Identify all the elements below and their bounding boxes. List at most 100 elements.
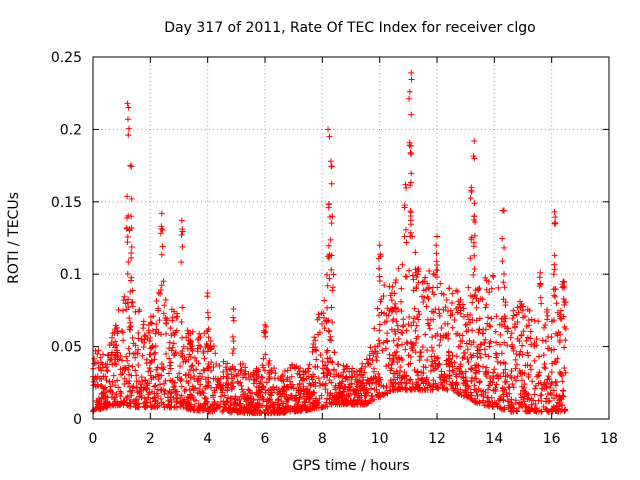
- data-point: [383, 382, 390, 389]
- data-point: [124, 239, 131, 246]
- data-point: [393, 277, 400, 284]
- data-point: [324, 282, 331, 289]
- data-point: [104, 352, 111, 359]
- data-point: [528, 341, 535, 348]
- data-point: [296, 380, 303, 387]
- data-point: [497, 331, 504, 338]
- data-point: [434, 354, 441, 361]
- data-point: [510, 312, 517, 319]
- data-point: [287, 392, 294, 399]
- data-point: [151, 383, 158, 390]
- data-point: [273, 384, 280, 391]
- data-point: [179, 243, 186, 250]
- data-point: [121, 397, 128, 404]
- data-point: [471, 200, 478, 207]
- data-point: [349, 373, 356, 380]
- data-point: [103, 367, 110, 374]
- data-point: [168, 347, 175, 354]
- data-point: [124, 100, 131, 107]
- data-point: [557, 313, 564, 320]
- data-point: [483, 372, 490, 379]
- data-point: [199, 373, 206, 380]
- data-point: [325, 327, 332, 334]
- data-point: [424, 280, 431, 287]
- data-point: [358, 396, 365, 403]
- data-point: [328, 266, 335, 273]
- data-point: [428, 344, 435, 351]
- data-point: [194, 345, 201, 352]
- data-point: [342, 397, 349, 404]
- data-point: [501, 378, 508, 385]
- data-point: [428, 353, 435, 360]
- data-point: [372, 348, 379, 355]
- data-point: [477, 341, 484, 348]
- data-point: [423, 303, 430, 310]
- data-point: [310, 404, 317, 411]
- data-point: [288, 373, 295, 380]
- data-point: [144, 384, 151, 391]
- data-point: [562, 369, 569, 376]
- data-point: [210, 342, 217, 349]
- data-point: [453, 331, 460, 338]
- data-point: [483, 364, 490, 371]
- data-point: [328, 252, 335, 259]
- data-point: [409, 233, 416, 240]
- data-point: [319, 358, 326, 365]
- data-point: [123, 353, 130, 360]
- data-point: [271, 408, 278, 415]
- data-point: [403, 386, 410, 393]
- data-point: [294, 401, 301, 408]
- data-point: [326, 395, 333, 402]
- data-point: [406, 313, 413, 320]
- data-point: [292, 397, 299, 404]
- data-point: [286, 378, 293, 385]
- data-point: [187, 395, 194, 402]
- data-point: [429, 347, 436, 354]
- data-point: [476, 346, 483, 353]
- data-point: [376, 378, 383, 385]
- data-point: [340, 369, 347, 376]
- data-point: [472, 399, 479, 406]
- x-tick-label: 14: [485, 431, 503, 447]
- data-point: [171, 350, 178, 357]
- data-point: [313, 356, 320, 363]
- data-point: [128, 392, 135, 399]
- data-point: [381, 391, 388, 398]
- data-point: [377, 253, 384, 260]
- data-point: [532, 385, 539, 392]
- data-point: [368, 393, 375, 400]
- data-point: [529, 378, 536, 385]
- data-point: [302, 399, 309, 406]
- data-point: [501, 244, 508, 251]
- data-point: [247, 373, 254, 380]
- data-point: [327, 236, 334, 243]
- data-point: [160, 401, 167, 408]
- data-point: [410, 319, 417, 326]
- data-point: [491, 366, 498, 373]
- data-point: [542, 398, 549, 405]
- data-point: [514, 335, 521, 342]
- data-point: [362, 363, 369, 370]
- y-tick-label: 0.15: [51, 195, 82, 211]
- data-point: [112, 402, 119, 409]
- data-point: [327, 371, 334, 378]
- y-tick-label: 0.1: [60, 267, 82, 283]
- data-point: [260, 383, 267, 390]
- data-point: [128, 224, 135, 231]
- data-point: [547, 390, 554, 397]
- data-point: [501, 318, 508, 325]
- data-point: [164, 403, 171, 410]
- data-point: [326, 133, 333, 140]
- data-point: [128, 243, 135, 250]
- data-point: [315, 311, 322, 318]
- data-point: [196, 370, 203, 377]
- data-point: [446, 361, 453, 368]
- data-point: [269, 403, 276, 410]
- data-point: [387, 292, 394, 299]
- data-point: [157, 230, 164, 237]
- data-point: [311, 334, 318, 341]
- data-point: [260, 355, 267, 362]
- data-point: [477, 295, 484, 302]
- data-point: [300, 403, 307, 410]
